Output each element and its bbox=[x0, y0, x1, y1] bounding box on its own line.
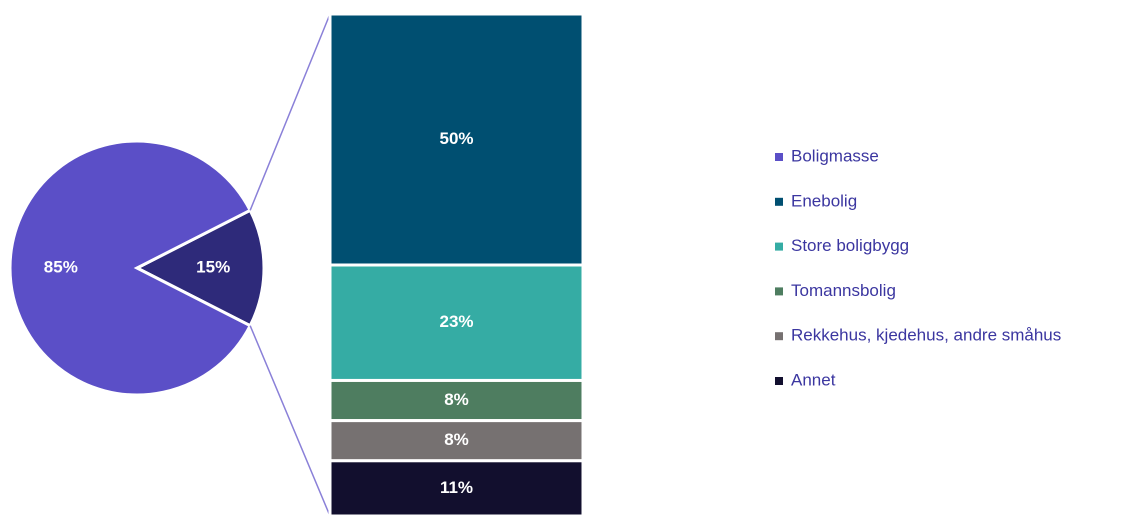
bar-label: 8% bbox=[444, 390, 469, 409]
legend-marker bbox=[775, 377, 783, 385]
connector bbox=[249, 13, 331, 211]
legend-marker bbox=[775, 332, 783, 341]
legend-label: Store boligbygg bbox=[791, 236, 909, 255]
legend-marker bbox=[775, 153, 783, 161]
bar-segment bbox=[328, 12, 585, 267]
pie-slice bbox=[133, 208, 266, 328]
pie-label: 15% bbox=[196, 257, 230, 276]
legend-label: Tomannsbolig bbox=[791, 281, 896, 300]
connector bbox=[249, 325, 331, 517]
legend-label: Rekkehus, kjedehus, andre småhus bbox=[791, 326, 1061, 345]
bar-segment bbox=[328, 459, 585, 518]
legend-label: Boligmasse bbox=[791, 146, 879, 165]
bar-label: 23% bbox=[439, 312, 473, 331]
pie-label: 85% bbox=[44, 257, 78, 276]
bar-label: 8% bbox=[444, 430, 469, 449]
bar-label: 11% bbox=[440, 478, 473, 497]
legend-marker bbox=[775, 197, 783, 206]
legend-marker bbox=[775, 287, 783, 296]
bar-segment bbox=[328, 263, 585, 382]
pie-slice bbox=[8, 139, 253, 397]
bar-label: 50% bbox=[439, 129, 473, 148]
legend-label: Annet bbox=[791, 370, 836, 389]
legend-label: Enebolig bbox=[791, 191, 857, 210]
legend-marker bbox=[775, 242, 783, 251]
